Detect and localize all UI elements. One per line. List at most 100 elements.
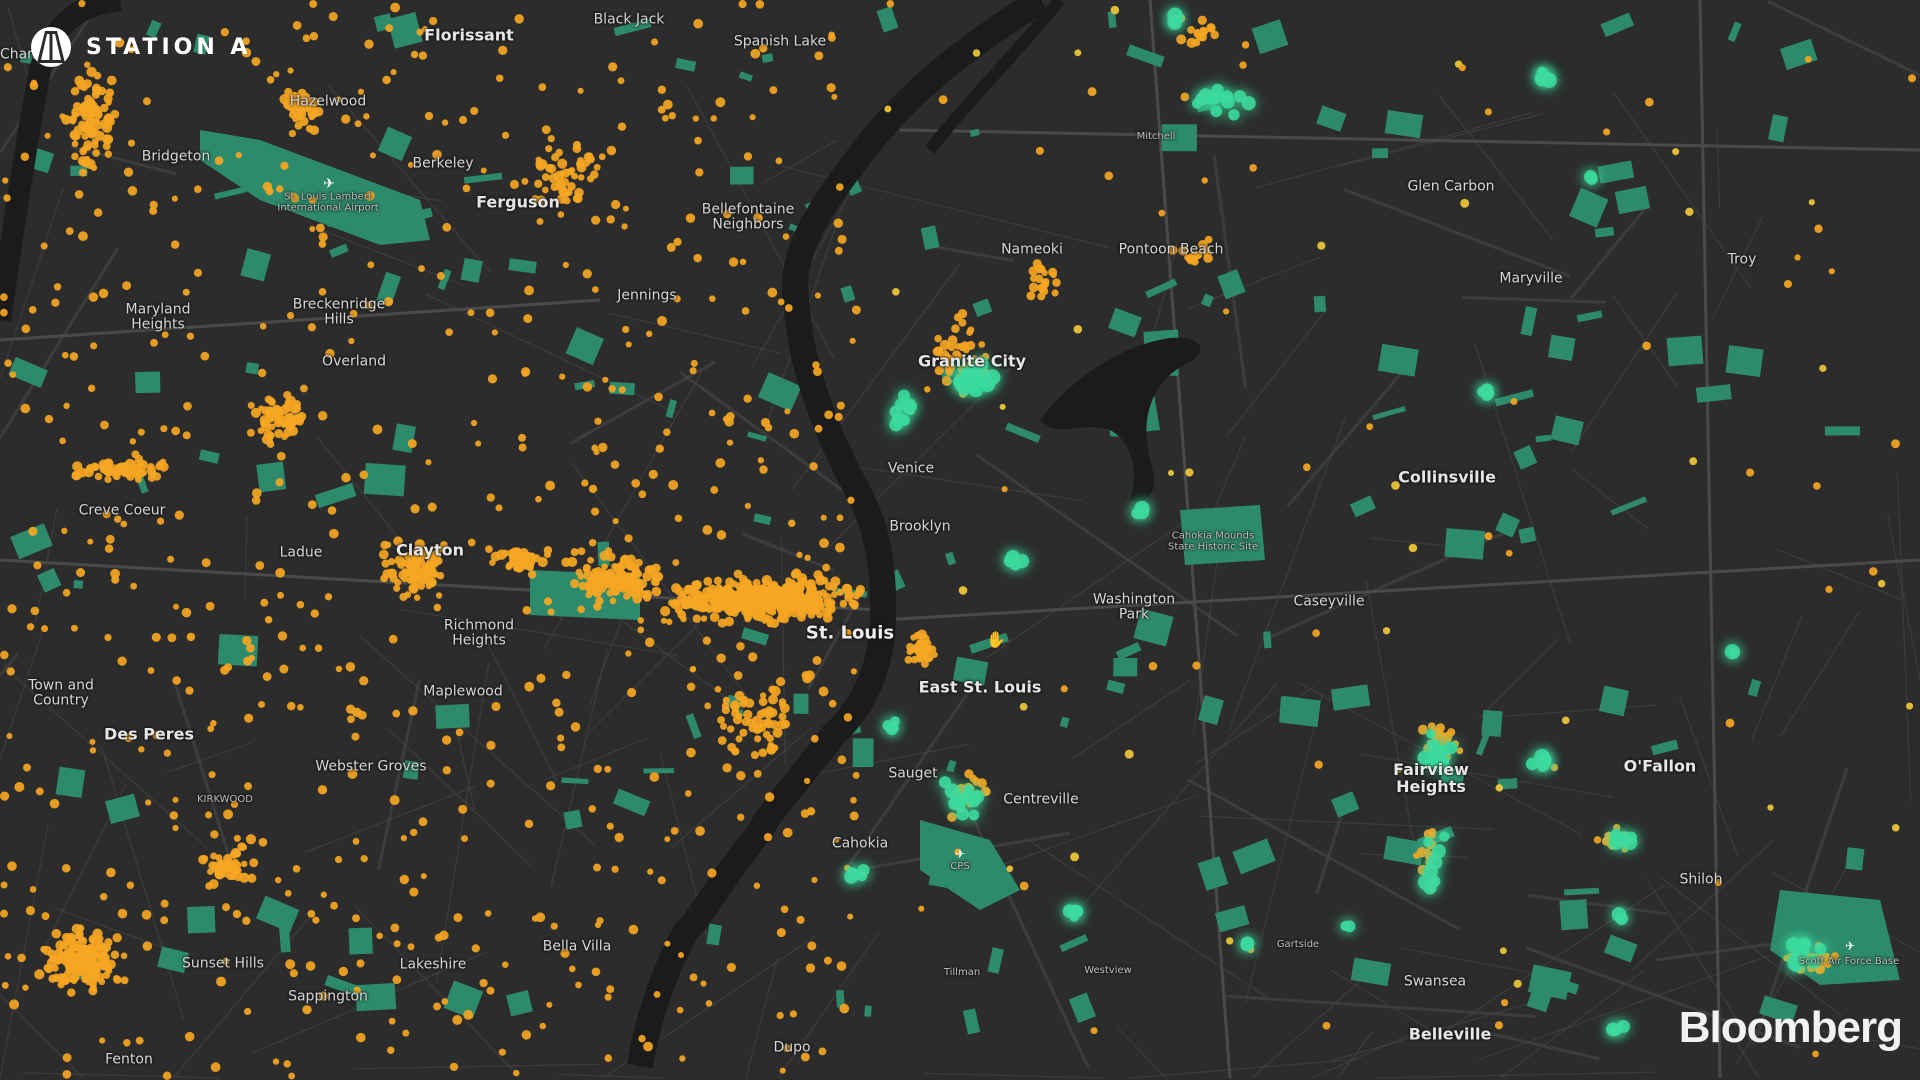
orange-dot	[521, 1030, 532, 1040]
orange-dot	[161, 331, 169, 339]
park	[741, 627, 770, 646]
road	[1128, 1058, 1357, 1079]
orange-dot	[1186, 37, 1197, 48]
orange-dot	[0, 308, 8, 317]
orange-dot	[0, 881, 8, 889]
park	[928, 876, 966, 892]
park	[1695, 384, 1732, 403]
road	[1222, 994, 1537, 1019]
orange-dot	[768, 685, 777, 694]
park	[1384, 109, 1424, 139]
road	[0, 0, 102, 154]
road	[244, 516, 248, 601]
orange-dot	[25, 906, 36, 916]
orange-dot	[299, 116, 309, 127]
orange-dot	[287, 67, 294, 74]
orange-dot	[384, 541, 392, 549]
orange-dot	[1249, 164, 1257, 172]
road	[1751, 616, 1803, 739]
orange-dot	[210, 1062, 221, 1072]
orange-dot	[697, 594, 706, 603]
orange-dot	[750, 750, 759, 760]
park	[1811, 904, 1841, 916]
orange-dot	[609, 597, 617, 605]
park	[836, 990, 845, 1008]
orange-dot	[147, 473, 156, 482]
orange-dot	[1891, 823, 1900, 832]
orange-dot	[676, 1006, 684, 1014]
orange-dot	[283, 413, 294, 424]
orange-dot	[1, 981, 9, 989]
orange-dot	[700, 615, 708, 622]
orange-dot	[536, 217, 544, 225]
road	[1821, 1030, 1920, 1050]
park	[256, 461, 287, 493]
orange-dot	[495, 504, 503, 512]
orange-dot	[491, 329, 498, 336]
orange-dot	[92, 928, 103, 939]
orange-dot	[543, 597, 553, 606]
orange-dot	[608, 385, 616, 393]
orange-dot	[470, 419, 478, 427]
orange-dot	[138, 746, 145, 753]
place-label: Chan	[0, 46, 37, 63]
road	[1228, 418, 1346, 730]
orange-dot	[410, 50, 419, 59]
orange-dot	[0, 293, 8, 301]
orange-dot	[543, 546, 553, 555]
park	[324, 974, 362, 998]
orange-dot	[135, 1036, 144, 1045]
orange-dot	[74, 75, 85, 86]
place-label: Des Peres	[103, 724, 195, 744]
orange-dot	[309, 0, 318, 8]
park	[278, 925, 291, 953]
orange-dot	[1060, 685, 1068, 693]
park	[1650, 739, 1679, 756]
orange-dot	[1168, 245, 1178, 255]
orange-dot	[289, 192, 297, 200]
orange-dot	[171, 195, 178, 202]
orange-dot	[1714, 878, 1722, 887]
orange-dot	[695, 826, 705, 836]
orange-dot	[100, 961, 110, 971]
orange-dot	[722, 696, 730, 705]
teal-dot	[889, 417, 903, 432]
park	[1535, 434, 1552, 443]
road	[1711, 215, 1764, 320]
orange-dot	[356, 959, 365, 968]
orange-dot	[726, 439, 734, 446]
orange-dot	[588, 805, 597, 813]
orange-dot	[94, 472, 103, 481]
orange-dot	[387, 558, 396, 566]
orange-dot	[172, 676, 181, 685]
orange-dot	[53, 283, 62, 291]
place-label: Granite City	[917, 351, 1027, 371]
orange-dot	[71, 470, 81, 481]
road	[1286, 360, 1413, 508]
orange-dot	[904, 655, 913, 664]
road	[0, 186, 65, 379]
orange-dot	[582, 563, 591, 572]
park	[105, 793, 140, 825]
orange-dot	[434, 933, 443, 942]
orange-dot	[1176, 34, 1187, 45]
orange-dot	[435, 592, 443, 599]
orange-dot	[813, 367, 822, 377]
orange-dot	[76, 568, 86, 578]
orange-dot	[404, 551, 413, 561]
orange-dot	[763, 718, 773, 727]
orange-dot	[1090, 1027, 1098, 1035]
road	[777, 931, 880, 1079]
road	[550, 648, 608, 888]
orange-dot	[739, 258, 747, 266]
orange-dot	[201, 558, 211, 568]
orange-dot	[89, 980, 97, 988]
orange-dot	[120, 952, 128, 960]
orange-dot	[1032, 259, 1042, 269]
road	[481, 633, 558, 783]
orange-dot	[585, 586, 594, 594]
orange-dot	[103, 114, 113, 124]
orange-dot	[554, 707, 564, 717]
